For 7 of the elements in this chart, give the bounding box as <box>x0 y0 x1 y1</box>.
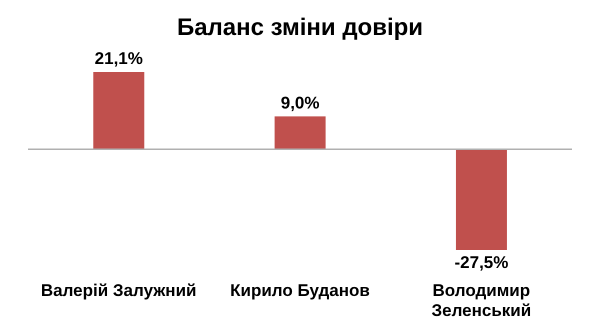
data-label: 9,0% <box>280 93 320 112</box>
data-label: -27,5% <box>454 253 508 272</box>
chart-title: Баланс зміни довіри <box>176 13 424 43</box>
x-tick-label: Валерій Залужний <box>40 281 196 300</box>
x-tick-label: Володимир Зеленський <box>431 281 532 320</box>
x-tick-label: Кирило Буданов <box>230 281 370 300</box>
data-label: 21,1% <box>94 49 143 68</box>
